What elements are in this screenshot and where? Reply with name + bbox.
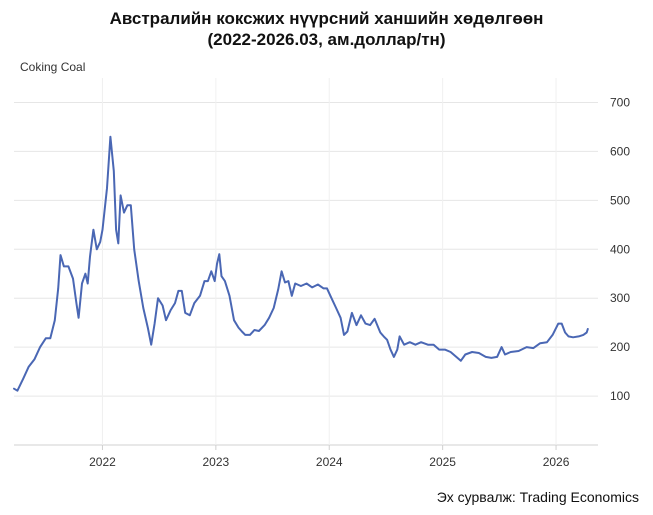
y-tick-label-700: 700 [610, 95, 630, 109]
grid-lines [14, 78, 598, 446]
chart-title-line-2: (2022-2026.03, ам.доллар/тн) [207, 30, 446, 49]
y-tick-label-400: 400 [610, 242, 630, 256]
y-tick-label-100: 100 [610, 389, 630, 403]
chart-title: Австралийн коксжих нүүрсний ханшийн хөдө… [0, 8, 653, 50]
x-axis: 2022 2023 2024 2025 2026 [89, 445, 570, 469]
y-tick-label-300: 300 [610, 291, 630, 305]
y-tick-label-600: 600 [610, 144, 630, 158]
x-tick-label-2022: 2022 [89, 455, 116, 469]
series-label: Coking Coal [20, 60, 86, 74]
series-line-0 [13, 135, 589, 392]
x-tick-label-2023: 2023 [202, 455, 229, 469]
series-layer [13, 135, 589, 392]
x-tick-label-2024: 2024 [316, 455, 343, 469]
x-tick-label-2025: 2025 [429, 455, 456, 469]
x-tick-label-2026: 2026 [543, 455, 570, 469]
y-axis: 100 200 300 400 500 600 700 [610, 95, 630, 403]
y-tick-label-200: 200 [610, 340, 630, 354]
source-note: Эх сурвалж: Trading Economics [436, 489, 639, 505]
y-tick-label-500: 500 [610, 193, 630, 207]
chart-title-line-1: Австралийн коксжих нүүрсний ханшийн хөдө… [109, 9, 544, 28]
